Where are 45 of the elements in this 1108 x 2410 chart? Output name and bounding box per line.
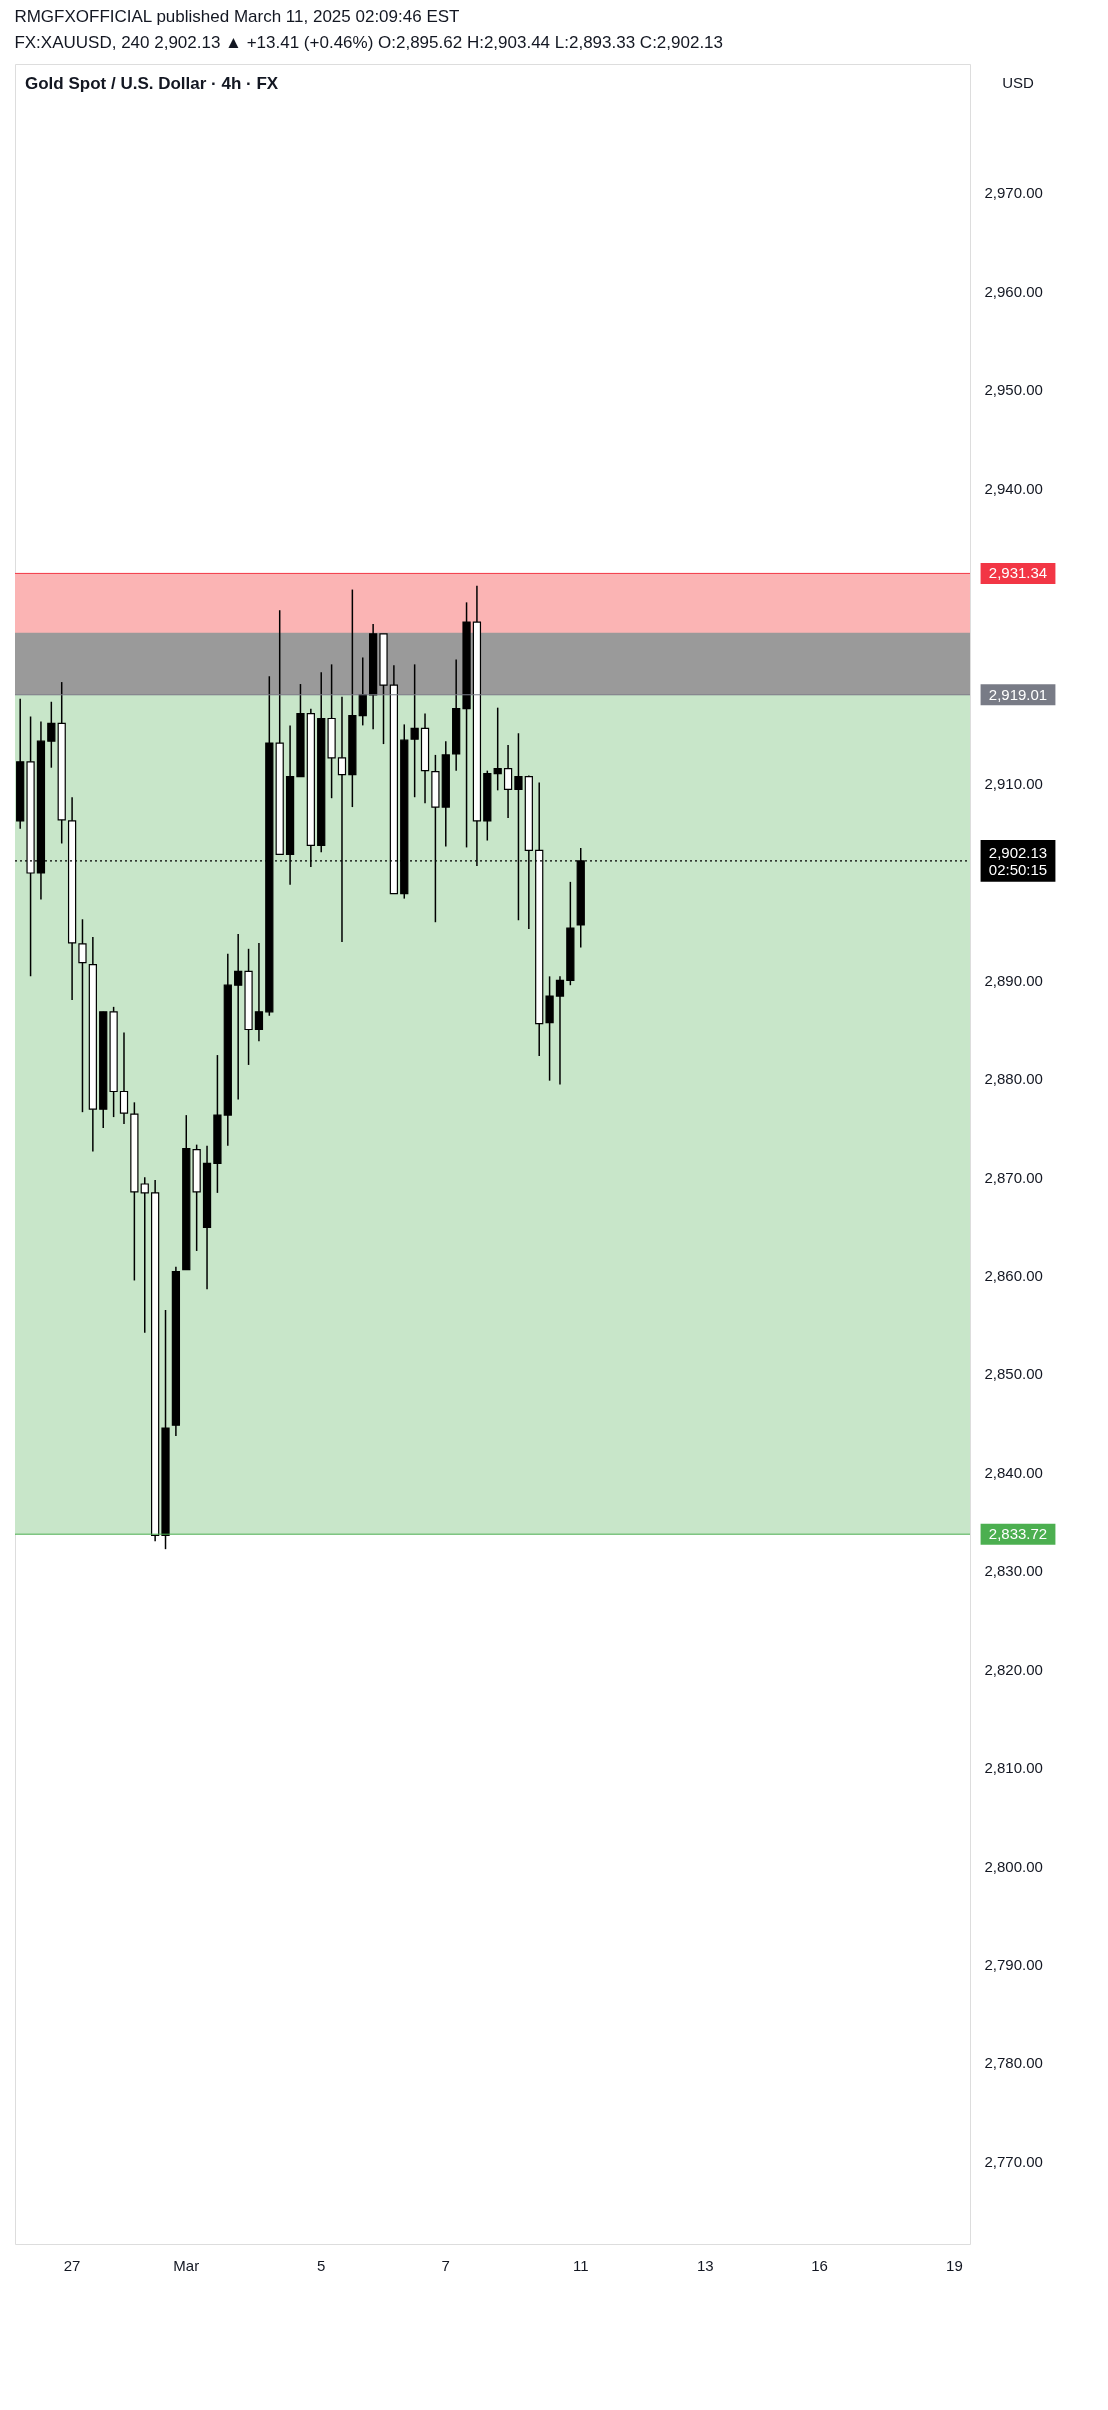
- y-tick-label: 2,960.00: [984, 282, 1043, 300]
- y-tick-label: 2,780.00: [984, 2054, 1043, 2072]
- y-tick-label: 2,890.00: [984, 971, 1043, 989]
- y-tick-label: 2,850.00: [984, 1365, 1043, 1383]
- ref-line-label: 2,931.34: [988, 564, 1048, 582]
- x-tick-label: 16: [811, 2256, 828, 2274]
- y-tick-label: 2,950.00: [984, 381, 1043, 399]
- y-tick-label: 2,840.00: [984, 1463, 1043, 1481]
- ref-line-label: 2,919.01: [988, 685, 1048, 703]
- y-tick-label: 2,820.00: [984, 1660, 1043, 1678]
- candlestick: [234, 933, 243, 1101]
- y-tick-label: 2,770.00: [984, 2152, 1043, 2170]
- candlestick: [503, 744, 513, 819]
- x-tick-label: 13: [696, 2256, 714, 2274]
- y-tick-label: 2,970.00: [984, 184, 1043, 202]
- candlestick: [555, 975, 565, 1086]
- x-tick-label: 7: [441, 2256, 450, 2274]
- x-tick-label: Mar: [173, 2256, 200, 2274]
- y-tick-label: 2,940.00: [984, 479, 1043, 497]
- x-tick-label: 5: [317, 2256, 326, 2274]
- candlestick: [78, 918, 87, 1113]
- x-tick-label: 19: [946, 2256, 963, 2274]
- ref-line-label: 2,902.13 02:50:15: [988, 843, 1048, 878]
- candlestick: [410, 663, 419, 798]
- candlestick: [358, 656, 367, 727]
- y-tick-label: 2,790.00: [984, 1955, 1043, 1973]
- y-tick-label: 2,870.00: [984, 1168, 1043, 1186]
- text: RMGFXOFFICIAL published March 11, 2025 02:09:46 EST: [14, 7, 460, 26]
- text: FX:XAUUSD, 240 2,902.13 ▲ +13.41 (+0.46%) O:2,895.62 H:2,903.44 L:2,893.33 C:2,902.13: [14, 33, 724, 52]
- y-tick-label: 2,800.00: [984, 1857, 1043, 1875]
- y-tick-label: 2,880.00: [984, 1070, 1043, 1088]
- candlestick: [254, 942, 264, 1043]
- candlestick: [119, 1031, 129, 1125]
- ref-line-label: 2,833.72: [988, 1525, 1048, 1543]
- y-tick-label: 2,810.00: [984, 1759, 1043, 1777]
- text: Gold Spot / U.S. Dollar · 4h · FX: [25, 74, 279, 93]
- candlestick: [140, 1176, 149, 1334]
- x-tick-label: 27: [63, 2256, 81, 2274]
- candlestick: [493, 706, 502, 792]
- candlestick: [47, 701, 56, 769]
- y-tick-label: 2,830.00: [984, 1562, 1043, 1580]
- x-tick-label: 11: [572, 2256, 589, 2274]
- text: USD: [1002, 74, 1034, 91]
- y-tick-label: 2,910.00: [984, 774, 1043, 792]
- y-tick-label: 2,860.00: [984, 1267, 1043, 1285]
